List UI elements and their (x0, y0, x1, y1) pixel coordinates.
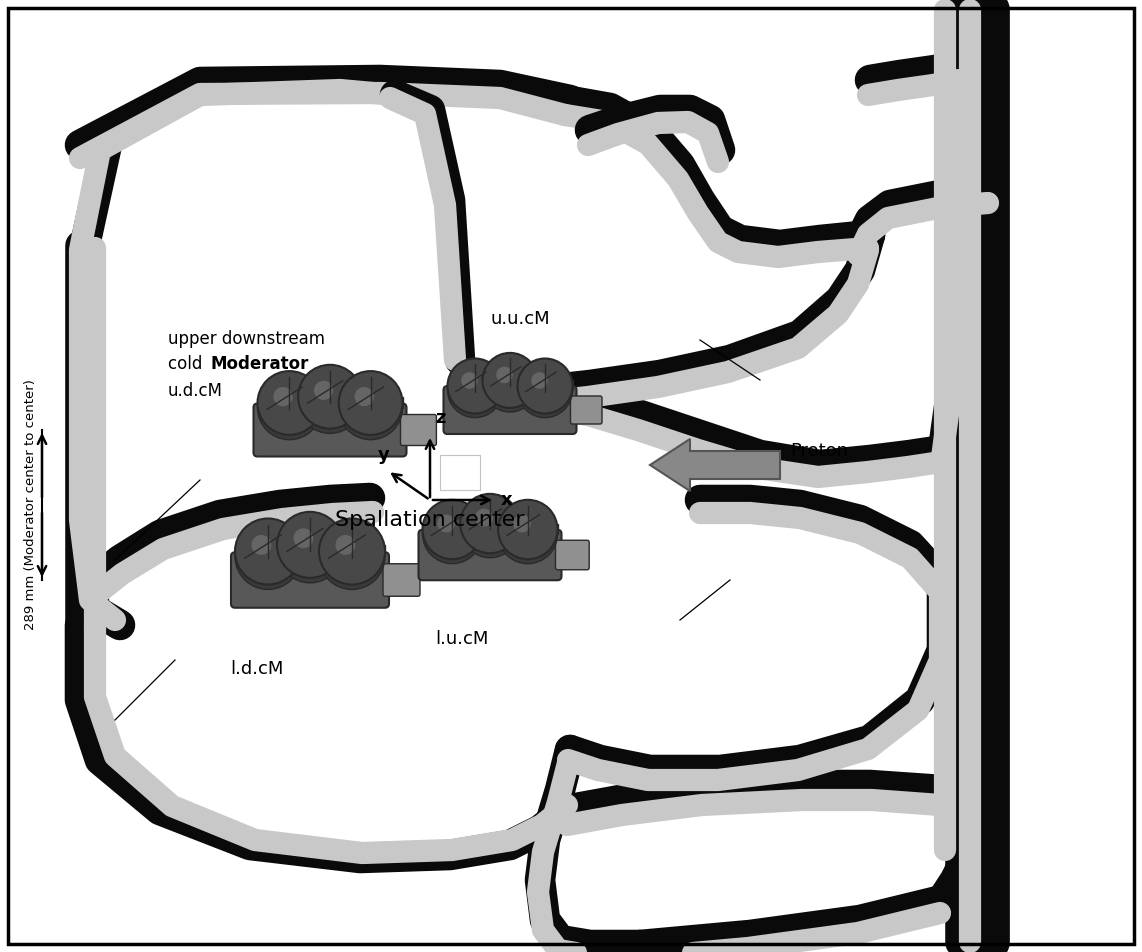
Text: l.d.cM: l.d.cM (230, 660, 283, 678)
Circle shape (339, 376, 402, 440)
Circle shape (460, 494, 520, 553)
FancyBboxPatch shape (233, 568, 387, 591)
Circle shape (437, 515, 456, 532)
Circle shape (273, 387, 292, 407)
Circle shape (278, 512, 343, 578)
Circle shape (355, 387, 373, 407)
Circle shape (336, 535, 355, 555)
Polygon shape (423, 524, 557, 534)
Polygon shape (257, 397, 402, 407)
Circle shape (513, 515, 531, 532)
Polygon shape (235, 545, 385, 556)
Circle shape (423, 500, 482, 559)
Circle shape (461, 372, 477, 388)
Circle shape (531, 372, 548, 388)
FancyBboxPatch shape (571, 396, 602, 424)
Circle shape (517, 359, 572, 413)
Text: x: x (501, 491, 513, 509)
Text: Proton: Proton (790, 442, 849, 460)
Circle shape (298, 365, 362, 428)
Polygon shape (448, 381, 572, 390)
Circle shape (448, 359, 502, 413)
Circle shape (423, 505, 482, 564)
Circle shape (298, 369, 362, 433)
Circle shape (257, 376, 321, 440)
Text: y: y (378, 446, 389, 465)
Circle shape (319, 524, 385, 589)
Circle shape (497, 367, 513, 383)
FancyBboxPatch shape (231, 552, 389, 607)
FancyArrow shape (650, 439, 780, 491)
Text: l.u.cM: l.u.cM (435, 630, 489, 648)
FancyBboxPatch shape (420, 545, 560, 565)
Circle shape (257, 371, 321, 435)
Circle shape (251, 535, 272, 555)
FancyBboxPatch shape (418, 529, 562, 581)
FancyBboxPatch shape (401, 414, 436, 446)
Text: Moderator: Moderator (210, 355, 308, 373)
Circle shape (483, 353, 538, 407)
Text: u.d.cM: u.d.cM (168, 382, 223, 400)
Text: upper downstream: upper downstream (168, 330, 325, 348)
FancyBboxPatch shape (555, 540, 589, 569)
FancyBboxPatch shape (445, 400, 574, 420)
Circle shape (314, 381, 333, 400)
Text: cold: cold (168, 355, 208, 373)
Text: Spallation center: Spallation center (336, 510, 525, 530)
Circle shape (339, 371, 402, 435)
Circle shape (475, 508, 493, 526)
FancyBboxPatch shape (443, 386, 577, 434)
FancyBboxPatch shape (254, 404, 407, 457)
Circle shape (319, 519, 385, 585)
Circle shape (483, 357, 538, 412)
FancyBboxPatch shape (383, 564, 420, 596)
Text: 289 mm (Moderator center to center): 289 mm (Moderator center to center) (24, 380, 37, 630)
Circle shape (448, 363, 502, 418)
Circle shape (517, 363, 572, 418)
Circle shape (498, 500, 557, 559)
Text: u.u.cM: u.u.cM (490, 310, 549, 328)
Circle shape (498, 505, 557, 564)
Circle shape (235, 519, 301, 585)
FancyBboxPatch shape (256, 419, 404, 441)
Circle shape (278, 517, 343, 583)
Circle shape (293, 528, 313, 548)
Circle shape (460, 498, 520, 558)
Text: z: z (435, 409, 445, 427)
Circle shape (235, 524, 301, 589)
